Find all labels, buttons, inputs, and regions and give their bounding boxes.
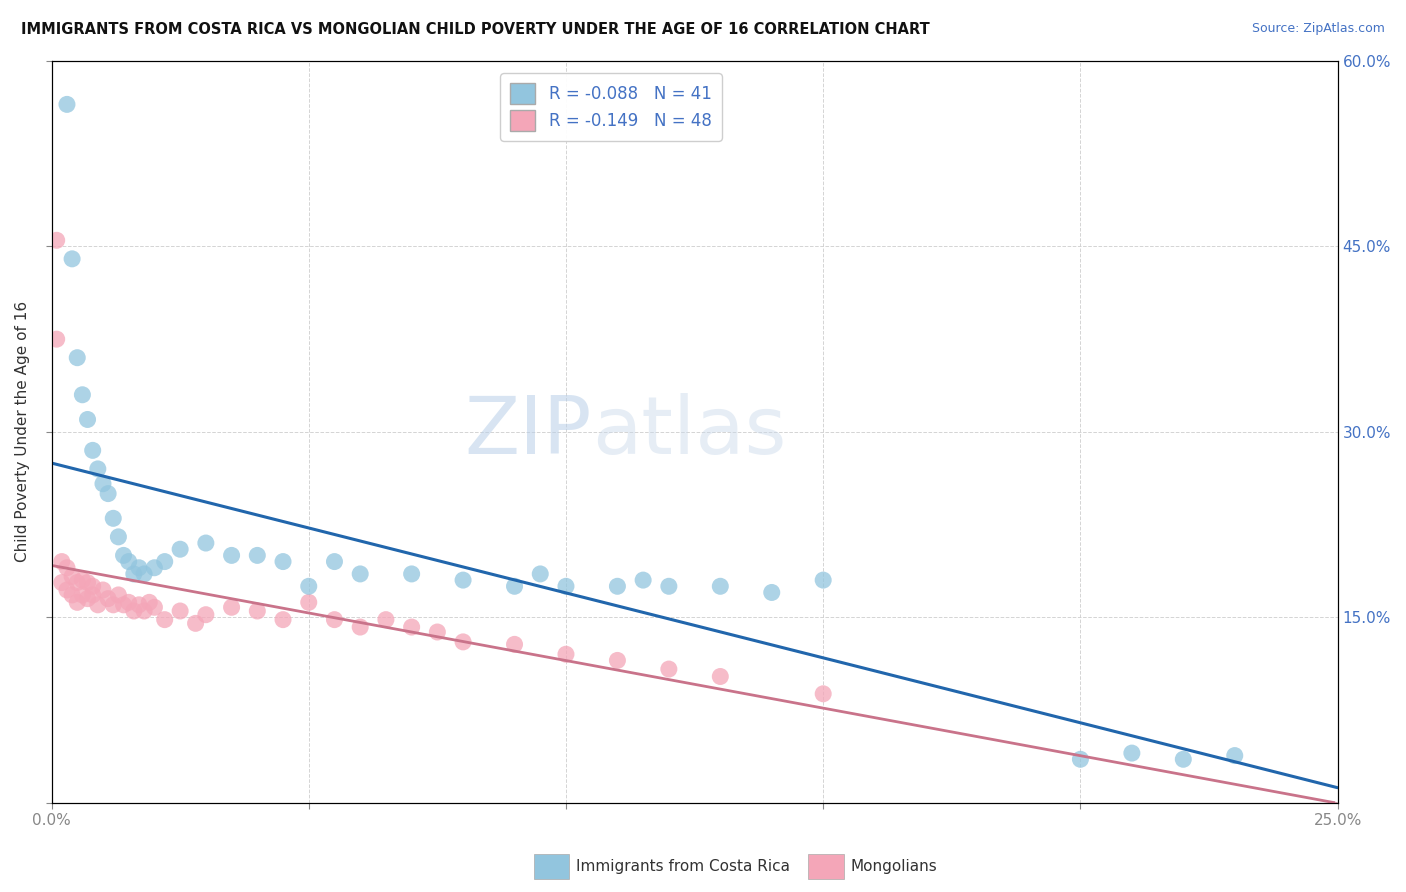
Point xyxy=(1121,746,1143,760)
Point xyxy=(82,588,104,602)
Point xyxy=(60,569,83,583)
Point xyxy=(56,560,79,574)
Point xyxy=(134,566,156,581)
Text: ZIP: ZIP xyxy=(464,392,592,471)
Point xyxy=(72,388,94,402)
Point xyxy=(658,662,681,676)
Point xyxy=(323,555,346,569)
Point xyxy=(60,252,83,266)
Point xyxy=(103,511,125,525)
Text: Source: ZipAtlas.com: Source: ZipAtlas.com xyxy=(1251,22,1385,36)
Point xyxy=(555,647,578,661)
Point xyxy=(811,687,834,701)
Point xyxy=(122,604,145,618)
Point xyxy=(401,566,423,581)
Point xyxy=(72,573,94,587)
Point xyxy=(606,579,628,593)
Point xyxy=(128,560,150,574)
Point xyxy=(60,588,83,602)
Point xyxy=(503,637,526,651)
Point xyxy=(143,600,166,615)
Point xyxy=(153,555,176,569)
Point xyxy=(82,443,104,458)
Point xyxy=(194,536,217,550)
Point xyxy=(51,555,73,569)
Point xyxy=(271,555,294,569)
Point xyxy=(45,233,67,247)
Point xyxy=(134,604,156,618)
Point xyxy=(426,625,449,640)
Point xyxy=(503,579,526,593)
Point xyxy=(451,635,474,649)
Point xyxy=(66,595,89,609)
Point xyxy=(103,598,125,612)
Point xyxy=(271,613,294,627)
Point xyxy=(72,588,94,602)
Point xyxy=(169,604,191,618)
Legend: R = -0.088   N = 41, R = -0.149   N = 48: R = -0.088 N = 41, R = -0.149 N = 48 xyxy=(501,73,721,141)
Text: Immigrants from Costa Rica: Immigrants from Costa Rica xyxy=(576,859,790,873)
Point xyxy=(51,575,73,590)
Point xyxy=(323,613,346,627)
Point xyxy=(97,591,120,606)
Point xyxy=(811,573,834,587)
Point xyxy=(1173,752,1195,766)
Point xyxy=(76,591,98,606)
Point xyxy=(658,579,681,593)
Point xyxy=(56,582,79,597)
Text: IMMIGRANTS FROM COSTA RICA VS MONGOLIAN CHILD POVERTY UNDER THE AGE OF 16 CORREL: IMMIGRANTS FROM COSTA RICA VS MONGOLIAN … xyxy=(21,22,929,37)
Point xyxy=(76,575,98,590)
Point xyxy=(1069,752,1091,766)
Point xyxy=(349,620,371,634)
Point xyxy=(66,575,89,590)
Point xyxy=(761,585,783,599)
Point xyxy=(631,573,654,587)
Point xyxy=(91,476,114,491)
Point xyxy=(112,598,135,612)
Point xyxy=(66,351,89,365)
Point xyxy=(45,332,67,346)
Point xyxy=(246,604,269,618)
Point xyxy=(709,669,731,683)
Point xyxy=(184,616,207,631)
Point xyxy=(97,486,120,500)
Point xyxy=(91,582,114,597)
Text: Mongolians: Mongolians xyxy=(851,859,938,873)
Point xyxy=(374,613,396,627)
Point xyxy=(555,579,578,593)
Point xyxy=(87,598,110,612)
Point xyxy=(1223,748,1246,763)
Point xyxy=(606,653,628,667)
Point xyxy=(194,607,217,622)
Point xyxy=(529,566,551,581)
Point xyxy=(401,620,423,634)
Point xyxy=(709,579,731,593)
Point xyxy=(451,573,474,587)
Point xyxy=(107,530,129,544)
Point xyxy=(169,542,191,557)
Point xyxy=(221,600,243,615)
Point xyxy=(153,613,176,627)
Point xyxy=(76,412,98,426)
Y-axis label: Child Poverty Under the Age of 16: Child Poverty Under the Age of 16 xyxy=(15,301,30,562)
Point xyxy=(118,555,141,569)
Point xyxy=(112,549,135,563)
Point xyxy=(349,566,371,581)
Point xyxy=(107,588,129,602)
Point xyxy=(298,595,321,609)
Point xyxy=(138,595,160,609)
Point xyxy=(122,566,145,581)
Point xyxy=(128,598,150,612)
Point xyxy=(87,462,110,476)
Point xyxy=(82,579,104,593)
Text: atlas: atlas xyxy=(592,392,786,471)
Point xyxy=(246,549,269,563)
Point xyxy=(143,560,166,574)
Point xyxy=(298,579,321,593)
Point xyxy=(56,97,79,112)
Point xyxy=(221,549,243,563)
Point xyxy=(118,595,141,609)
